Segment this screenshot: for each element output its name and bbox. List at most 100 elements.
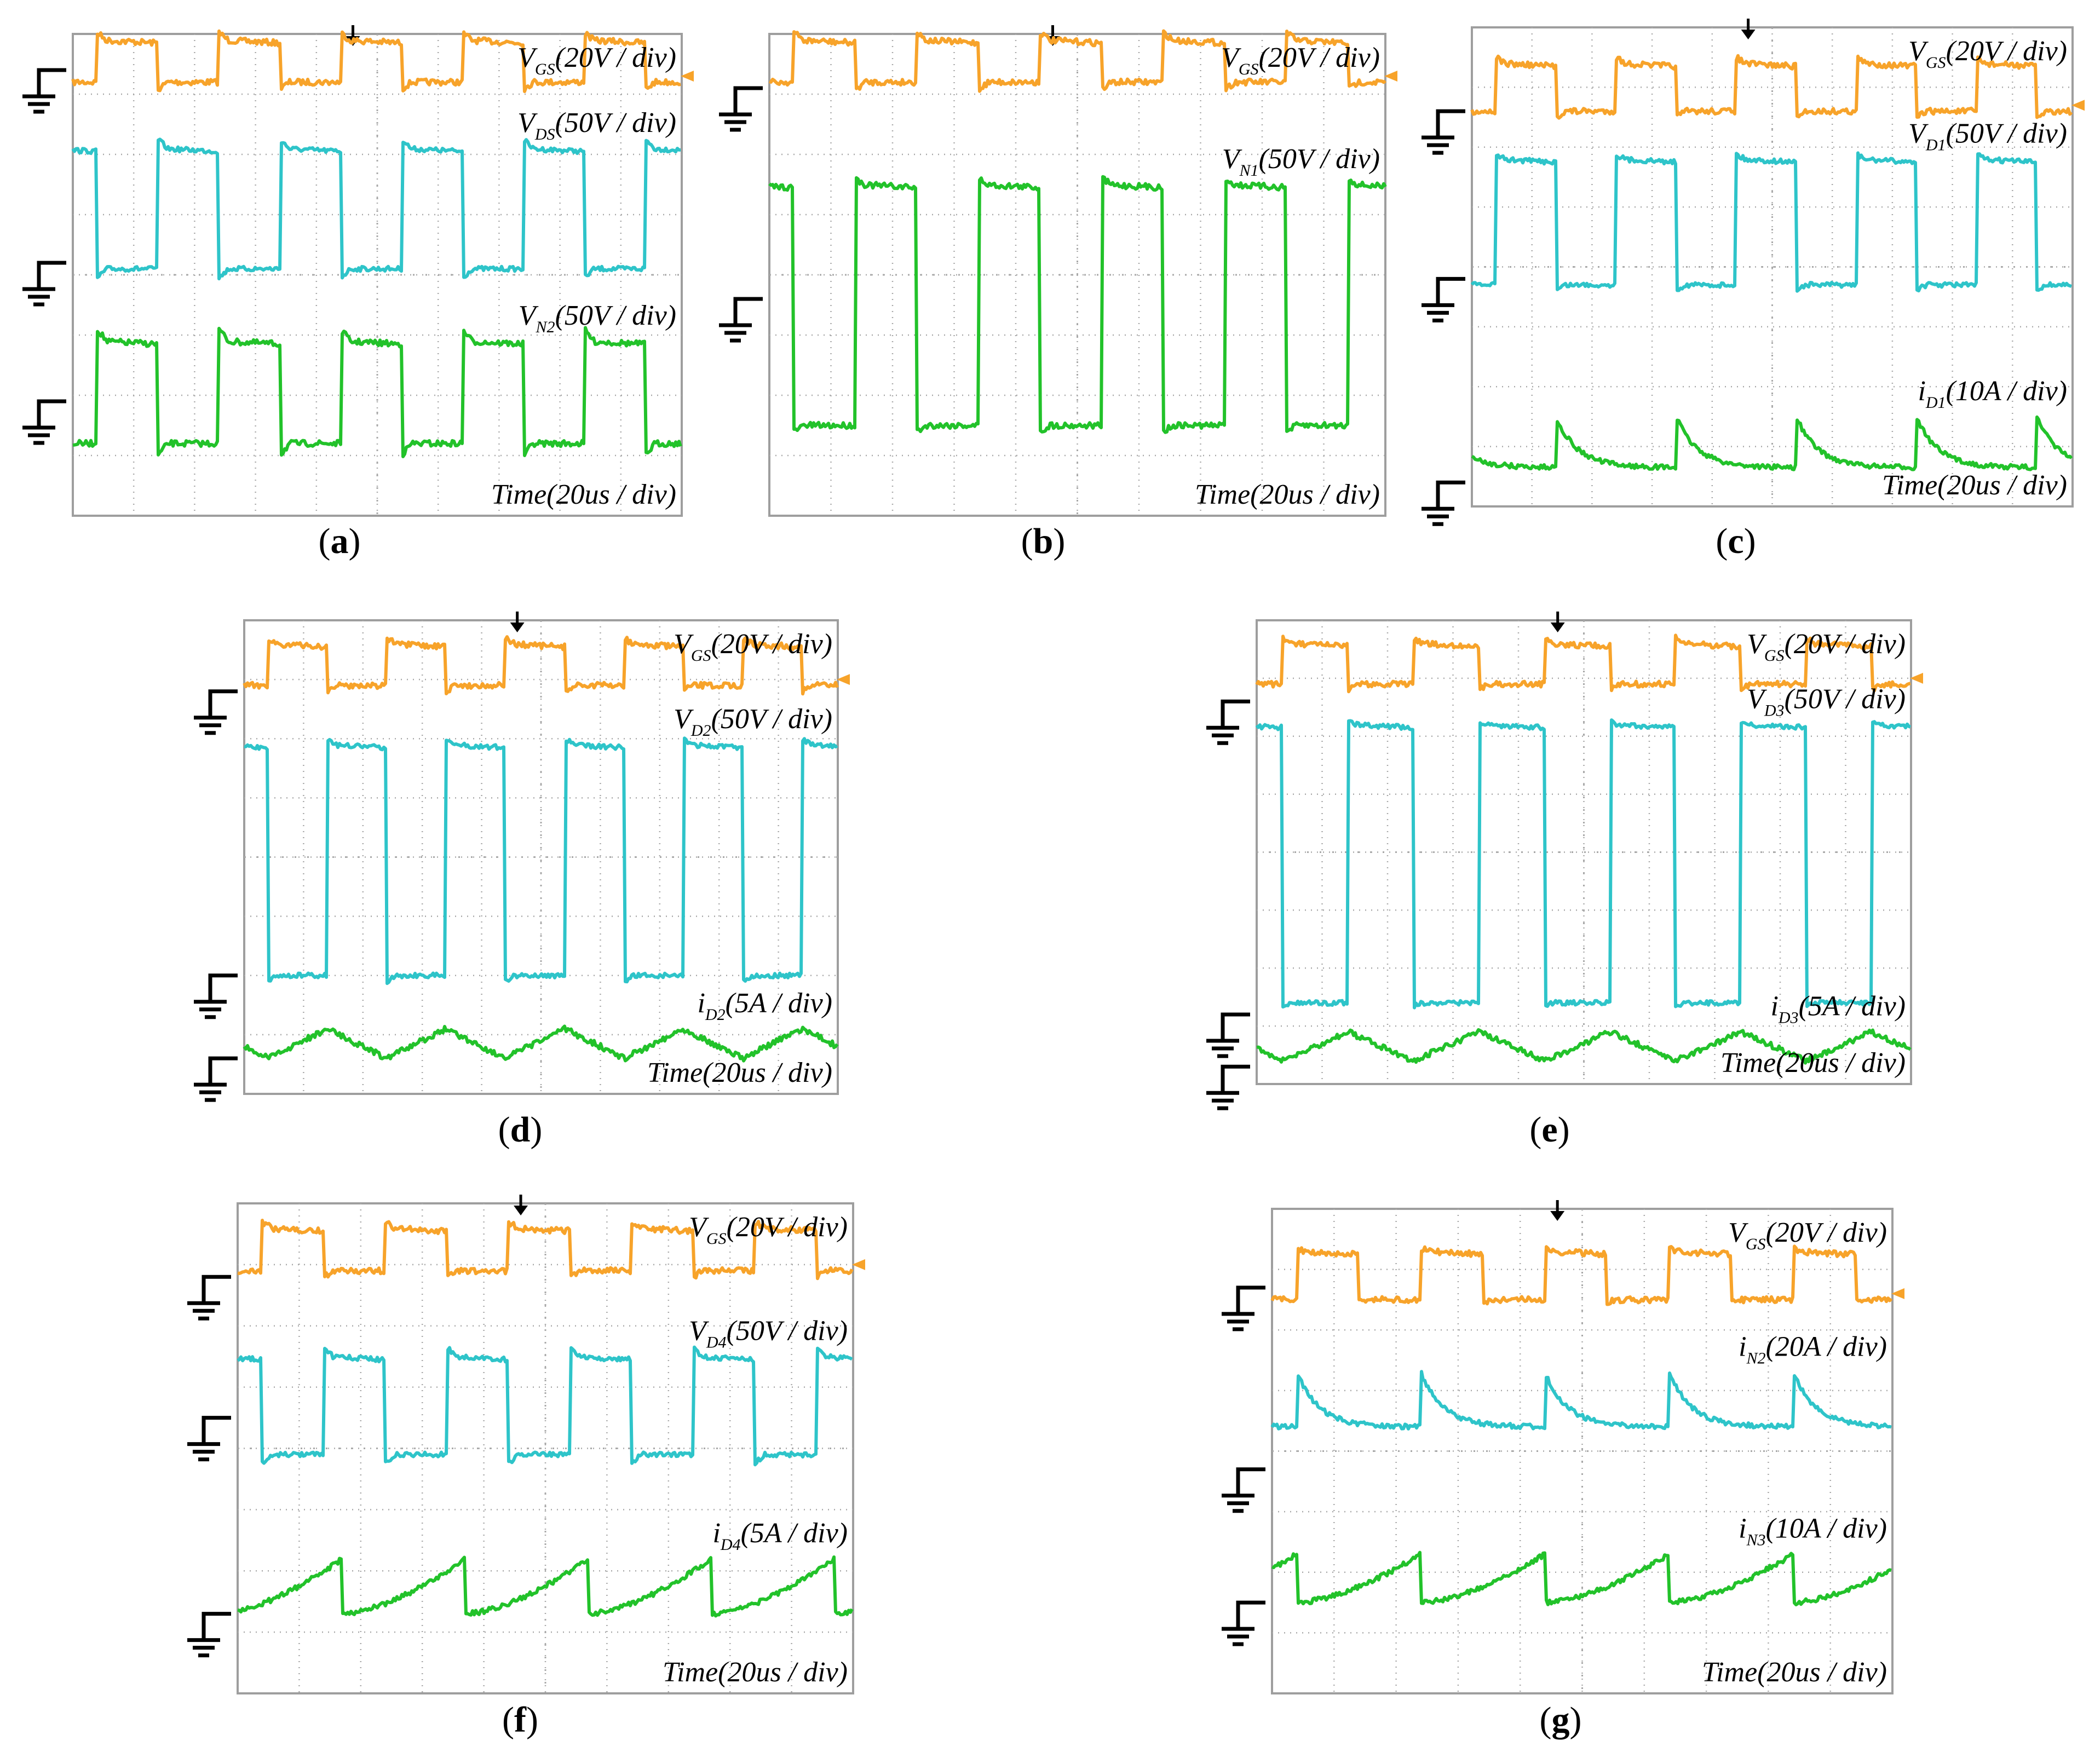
waveform-VD2: [244, 736, 838, 985]
ground-marker-icon: [194, 1056, 238, 1102]
trigger-level-icon: [1910, 672, 1923, 684]
panel-grid: [1272, 1209, 1892, 1693]
channel-label-VGS: VGS(20V / div): [517, 42, 676, 78]
waveform-iD4: [237, 1555, 854, 1618]
channel-label-VGS: VGS(20V / div): [1747, 629, 1906, 665]
channel-label-iD1: iD1(10A / div): [1918, 376, 2067, 412]
scope-panel-g: VGS(20V / div) iN2(20A / div) iN3(10A / di…: [1222, 1200, 1904, 1740]
time-label: Time(20us / div): [1882, 470, 2067, 501]
scope-panel-a: VGS(20V / div) VDS(50V / div) VN2(50V / di…: [22, 25, 694, 561]
channel-label-VGS: VGS(20V / div): [674, 629, 832, 665]
time-label: Time(20us / div): [663, 1657, 848, 1688]
waveform-VGS: [71, 29, 681, 93]
ground-marker-icon: [22, 68, 66, 114]
channel-label-VGS: VGS(20V / div): [1908, 36, 2067, 72]
waveform-VGS: [1270, 1244, 1893, 1306]
channel-label-VD1: VD1(50V / div): [1908, 118, 2067, 154]
waveform-VGS: [1470, 54, 2073, 120]
scope-panel-b: VGS(20V / div) VN1(50V / div) Time(20us / …: [719, 25, 1397, 561]
waveform-VD3: [1255, 718, 1912, 1010]
waveform-VDS: [71, 137, 681, 281]
time-label: Time(20us / div): [647, 1057, 832, 1088]
waveform-VGS: [1255, 633, 1911, 694]
waveform-iN2: [1270, 1370, 1892, 1431]
ground-marker-icon: [719, 86, 763, 132]
trigger-arrow-icon: [1550, 612, 1565, 632]
trigger-level-icon: [681, 71, 694, 82]
channel-label-VGS: VGS(20V / div): [1221, 42, 1380, 78]
waveform-VGS: [769, 29, 1386, 93]
channel-label-VN2: VN2(50V / div): [519, 300, 676, 336]
scope-panel-d: VGS(20V / div) VD2(50V / div) iD2(5A / div…: [194, 612, 850, 1150]
ground-marker-icon: [1422, 276, 1465, 322]
time-label: Time(20us / div): [491, 479, 676, 510]
panel-caption: (f): [502, 1700, 538, 1740]
waveform-VD4: [237, 1345, 853, 1467]
trigger-level-icon: [1891, 1288, 1904, 1299]
channel-label-VN1: VN1(50V / div): [1222, 143, 1380, 180]
ground-marker-icon: [22, 399, 66, 445]
panel-caption: (g): [1540, 1700, 1582, 1740]
ground-marker-icon: [187, 1275, 231, 1321]
trigger-arrow-icon: [1741, 19, 1756, 39]
channel-label-iD2: iD2(5A / div): [697, 988, 832, 1024]
ground-marker-icon: [194, 689, 238, 735]
channel-label-iN2: iN2(20A / div): [1739, 1331, 1887, 1368]
waveform-VD1: [1470, 151, 2072, 293]
scope-panel-f: VGS(20V / div) VD4(50V / div) iD4(5A / div…: [187, 1195, 865, 1740]
panel-caption: (b): [1021, 521, 1066, 561]
channel-label-VD2: VD2(50V / div): [674, 704, 832, 740]
channel-label-VGS: VGS(20V / div): [1728, 1217, 1887, 1253]
waveform-VGS: [243, 635, 839, 696]
scope-panel-c: VGS(20V / div) VD1(50V / div) iD1(10A / di…: [1422, 19, 2085, 561]
ground-marker-icon: [1422, 109, 1465, 155]
time-label: Time(20us / div): [1720, 1047, 1906, 1079]
time-label: Time(20us / div): [1702, 1657, 1887, 1688]
panel-grid: [1257, 620, 1911, 1084]
trigger-arrow-icon: [514, 1195, 528, 1215]
ground-marker-icon: [187, 1416, 231, 1462]
ground-marker-icon: [187, 1612, 231, 1658]
ground-marker-icon: [22, 261, 66, 307]
trigger-level-icon: [837, 674, 850, 685]
waveform-VN2: [72, 326, 682, 458]
ground-marker-icon: [1422, 480, 1465, 526]
ground-marker-icon: [1222, 1467, 1265, 1513]
channel-label-VGS: VGS(20V / div): [689, 1212, 848, 1248]
waveform-iN3: [1271, 1550, 1892, 1606]
channel-label-VD4: VD4(50V / div): [689, 1316, 848, 1352]
trigger-level-icon: [2071, 100, 2085, 111]
ground-marker-icon: [194, 973, 238, 1019]
ground-marker-icon: [1206, 1064, 1250, 1110]
trigger-level-icon: [852, 1259, 865, 1270]
ground-marker-icon: [1206, 1012, 1250, 1058]
channel-label-iD4: iD4(5A / div): [712, 1518, 848, 1554]
waveform-iD1: [1471, 415, 2073, 471]
waveform-iD3: [1256, 1028, 1912, 1065]
ground-marker-icon: [1222, 1285, 1265, 1331]
waveform-iD2: [243, 1024, 839, 1063]
time-label: Time(20us / div): [1195, 479, 1380, 510]
scope-panel-e: VGS(20V / div) VD3(50V / div) iD3(5A / div…: [1206, 612, 1923, 1150]
trigger-level-icon: [1384, 71, 1397, 82]
channel-label-VDS: VDS(50V / div): [517, 107, 676, 143]
channel-label-iD3: iD3(5A / div): [1770, 991, 1906, 1027]
channel-label-iN3: iN3(10A / div): [1739, 1513, 1887, 1549]
ground-marker-icon: [1222, 1600, 1265, 1646]
panel-caption: (d): [498, 1110, 543, 1150]
channel-label-VD3: VD3(50V / div): [1747, 684, 1906, 720]
panel-grid: [238, 1203, 853, 1693]
panel-caption: (c): [1716, 521, 1756, 561]
waveform-VGS: [237, 1219, 854, 1281]
trigger-arrow-icon: [1550, 1200, 1565, 1221]
trigger-arrow-icon: [510, 612, 525, 632]
panel-caption: (a): [319, 521, 361, 561]
ground-marker-icon: [719, 297, 763, 343]
panel-caption: (e): [1529, 1110, 1569, 1150]
ground-marker-icon: [1206, 699, 1250, 745]
panel-grid: [244, 620, 838, 1094]
panel-grid: [769, 34, 1385, 516]
panel-grid: [1472, 27, 2073, 506]
waveform-VN1: [768, 175, 1387, 434]
